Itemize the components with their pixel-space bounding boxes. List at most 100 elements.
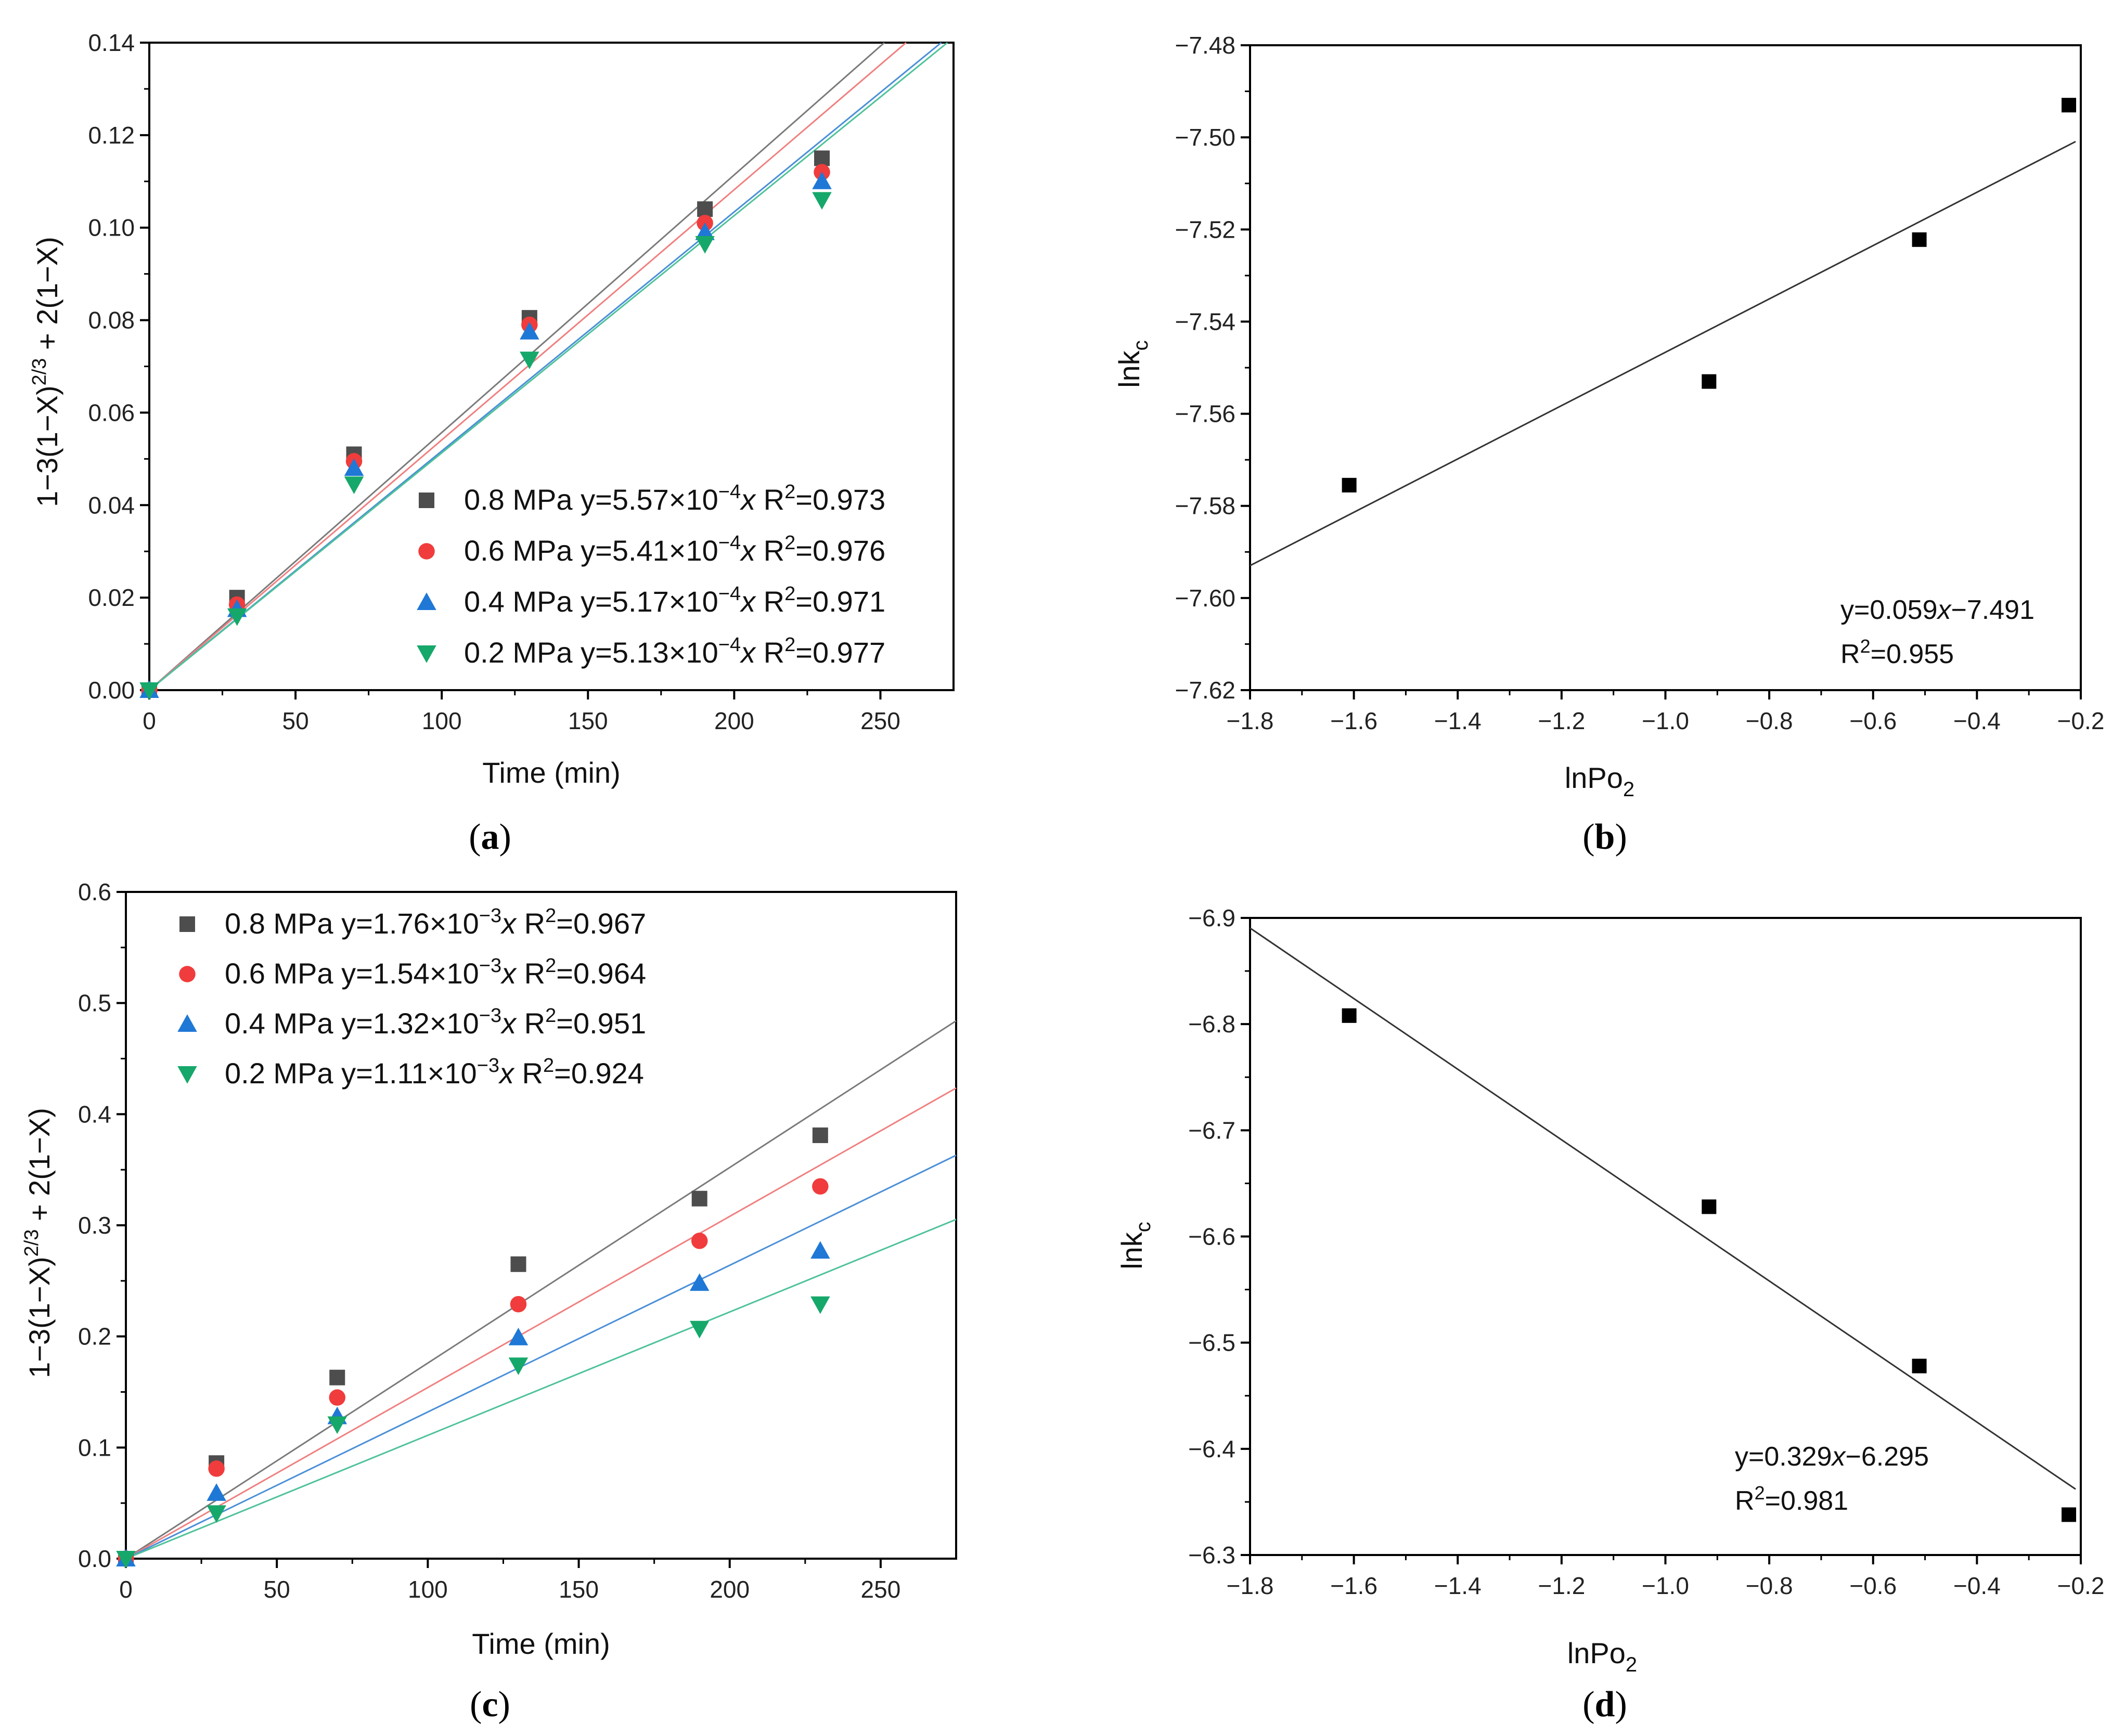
legend-entry: 0.2 MPa y=1.11×10−3x R2=0.924 <box>225 1055 644 1090</box>
fit-line <box>125 1020 957 1560</box>
x-tick-label: −1.8 <box>1227 707 1274 734</box>
data-point <box>2062 1507 2077 1522</box>
x-tick-label: 250 <box>861 1576 901 1603</box>
fit-line <box>125 1155 957 1560</box>
x-tick-label: −0.8 <box>1746 707 1793 734</box>
data-point <box>695 222 715 240</box>
fit-equation: y=0.329x−6.295 <box>1735 1442 1929 1472</box>
y-tick-label: −6.3 <box>1188 1541 1235 1569</box>
data-point <box>1702 374 1717 389</box>
data-point <box>207 1505 226 1523</box>
fit-line <box>1250 927 2076 1490</box>
panel-caption: (a) <box>469 817 511 857</box>
y-axis-label: lnkc <box>1113 340 1152 388</box>
panel-caption: (d) <box>1582 1685 1627 1725</box>
panel-a: Time (min) 1−3(1−X)2/3 + 2(1−X) (a) 0 50 1… <box>29 29 955 857</box>
y-tick-label: −6.6 <box>1188 1223 1235 1250</box>
data-point <box>814 150 830 166</box>
x-tick-label: 50 <box>282 707 309 734</box>
legend-entry: 0.8 MPa y=5.57×10−4x R2=0.973 <box>464 481 885 516</box>
y-tick-label: −7.58 <box>1175 493 1235 520</box>
data-point <box>1702 1199 1717 1214</box>
x-tick-label: −1.4 <box>1434 707 1482 734</box>
data-point <box>116 1551 136 1569</box>
x-tick-label: −1.0 <box>1642 707 1689 734</box>
data-point <box>1912 232 1927 247</box>
data-point <box>329 1389 346 1406</box>
legend-entry: 0.2 MPa y=5.13×10−4x R2=0.977 <box>464 634 885 669</box>
y-tick-label: −6.9 <box>1188 904 1235 931</box>
data-point <box>2062 98 2077 113</box>
y-tick-label: 0.12 <box>88 122 135 149</box>
fit-r-squared: R2=0.981 <box>1735 1482 1848 1516</box>
x-tick-label: −1.0 <box>1642 1572 1689 1599</box>
x-axis-label: lnPo2 <box>1565 761 1634 801</box>
y-tick-label: −7.48 <box>1175 32 1235 59</box>
plot-frame <box>125 891 957 1560</box>
y-tick-label: 0.4 <box>78 1100 111 1128</box>
y-tick-label: −7.56 <box>1175 400 1235 427</box>
y-tick-label: −6.7 <box>1188 1117 1235 1144</box>
data-point <box>329 1369 345 1385</box>
x-tick-label: 200 <box>710 1576 750 1603</box>
data-point <box>812 172 832 189</box>
fit-equation: y=0.059x−7.491 <box>1840 595 2034 625</box>
y-tick-label: 0.10 <box>88 214 135 241</box>
data-point <box>227 608 247 626</box>
y-tick-label: −7.54 <box>1175 308 1235 335</box>
data-point <box>697 201 713 217</box>
data-point <box>520 322 539 340</box>
data-point <box>695 236 715 254</box>
panel-c: Time (min) 1−3(1−X)2/3 + 2(1−X) (c) 0 50 1… <box>21 878 957 1725</box>
x-tick-label: −0.4 <box>1953 1572 2001 1599</box>
fit-line <box>125 1219 957 1560</box>
data-point <box>810 1296 830 1314</box>
legend-marker <box>417 645 436 663</box>
data-point <box>510 1295 527 1313</box>
data-point <box>208 1460 225 1477</box>
legend-marker <box>177 1014 197 1032</box>
panel-b: lnPo2 lnkc y=0.059x−7.491 R2=0.955 (b) −… <box>1113 32 2104 857</box>
data-point <box>689 1320 710 1339</box>
x-tick-label: 200 <box>714 707 754 734</box>
x-tick-label: 0 <box>119 1576 133 1603</box>
y-tick-label: −6.4 <box>1188 1435 1235 1462</box>
x-tick-label: 100 <box>408 1576 448 1603</box>
data-point <box>810 1241 830 1259</box>
x-tick-label: −0.6 <box>1849 1572 1897 1599</box>
x-tick-label: −1.4 <box>1434 1572 1482 1599</box>
data-point <box>508 1328 529 1345</box>
data-point <box>520 352 539 369</box>
panel-caption: (b) <box>1582 817 1627 857</box>
y-tick-label: 0.1 <box>78 1434 111 1461</box>
y-tick-label: −7.62 <box>1175 677 1235 704</box>
y-tick-label: −7.60 <box>1175 585 1235 612</box>
data-point <box>344 458 364 476</box>
legend-marker <box>179 966 196 982</box>
x-tick-label: −1.6 <box>1330 707 1377 734</box>
data-point <box>139 682 159 700</box>
legend-marker <box>418 543 435 560</box>
data-point <box>508 1357 529 1375</box>
legend-marker <box>179 916 195 932</box>
data-point <box>812 1178 829 1195</box>
panel-caption: (c) <box>470 1685 510 1725</box>
legend-marker <box>419 493 434 508</box>
data-point <box>510 1256 526 1272</box>
x-axis-label: Time (min) <box>472 1627 610 1660</box>
x-tick-label: −1.2 <box>1538 1572 1585 1599</box>
y-axis-label: lnkc <box>1115 1222 1155 1269</box>
y-tick-label: −7.50 <box>1175 124 1235 151</box>
y-tick-label: 0.08 <box>88 307 135 334</box>
y-axis-label: 1−3(1−X)2/3 + 2(1−X) <box>29 237 63 507</box>
legend-entry: 0.4 MPa y=5.17×10−4x R2=0.971 <box>464 583 885 618</box>
data-point <box>691 1190 707 1207</box>
plot-frame <box>1249 44 2082 691</box>
y-tick-label: 0.0 <box>78 1545 111 1572</box>
data-point <box>327 1416 347 1434</box>
legend-marker <box>177 1066 197 1084</box>
legend-marker <box>417 592 436 610</box>
data-point <box>812 192 832 210</box>
x-tick-label: −1.8 <box>1227 1572 1274 1599</box>
legend-entry: 0.8 MPa y=1.76×10−3x R2=0.967 <box>225 905 646 940</box>
